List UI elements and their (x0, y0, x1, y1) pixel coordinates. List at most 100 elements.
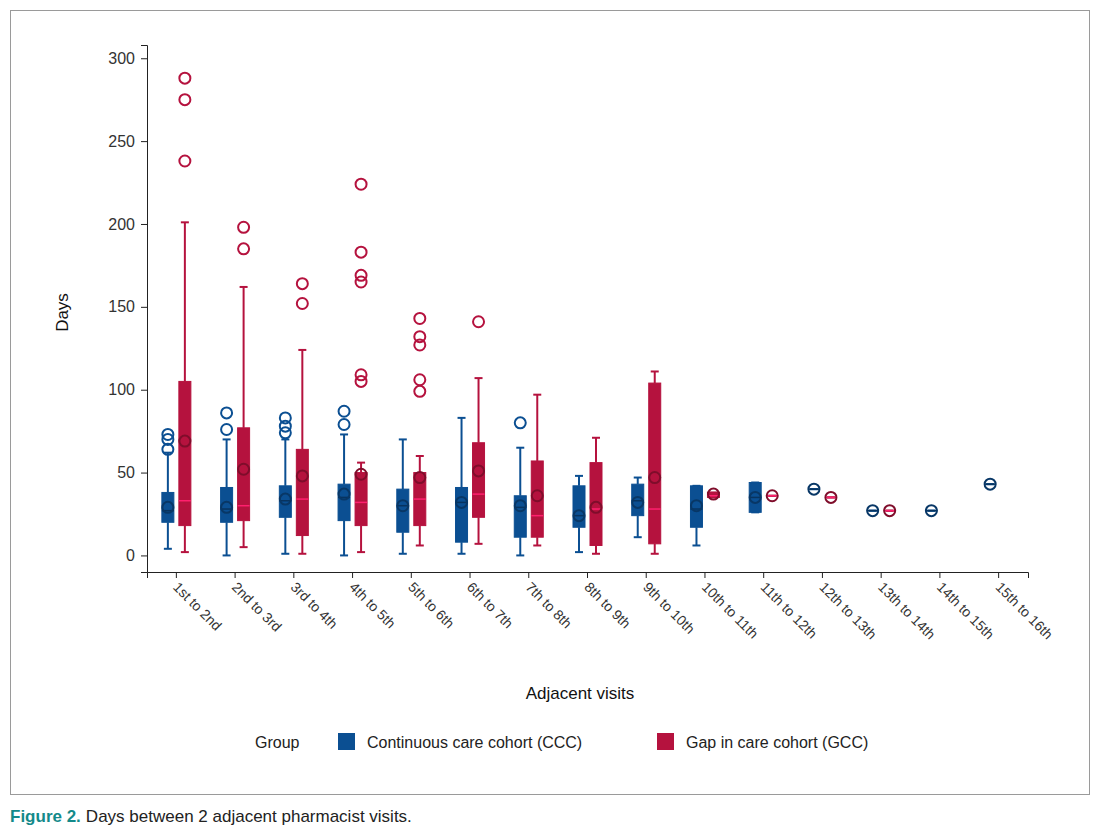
whisker-cap-low (692, 544, 700, 546)
mean (532, 490, 543, 501)
y-tick-mark (141, 555, 147, 556)
whisker-cap-high (416, 455, 424, 457)
x-tick: 3rd to 4th (288, 572, 341, 632)
box (338, 484, 350, 520)
outlier (221, 424, 232, 435)
mean (238, 464, 249, 475)
whisker-low (301, 536, 303, 554)
y-tick-label: 100 (108, 381, 135, 398)
box (296, 449, 308, 535)
box (456, 487, 468, 542)
mean (884, 505, 895, 516)
median (179, 500, 191, 502)
whisker-cap-high (592, 437, 600, 439)
y-tick: 150 (108, 298, 147, 315)
whisker-high (461, 418, 463, 488)
mean (397, 500, 408, 511)
x-tick-label: 2nd to 3rd (229, 579, 285, 635)
box (925, 510, 937, 511)
box (690, 486, 702, 527)
box (808, 489, 820, 490)
x-tick-label: 5th to 6th (405, 579, 458, 632)
whisker-cap-low (416, 544, 424, 546)
whisker-cap-low (340, 554, 348, 556)
box (867, 510, 879, 511)
whisker-low (419, 526, 421, 546)
x-tick-mark (293, 572, 294, 578)
outlier (414, 386, 425, 397)
median (749, 497, 761, 499)
whisker-cap-low (458, 553, 466, 555)
x-tick: 7th to 8th (523, 572, 576, 631)
box (514, 496, 526, 537)
x-tick-label: 11th to 12th (758, 579, 821, 642)
box (649, 383, 661, 544)
box (531, 461, 543, 537)
whisker-high (654, 371, 656, 383)
whisker-high (536, 395, 538, 461)
legend-swatch (338, 733, 355, 750)
whisker-cap-low (164, 548, 172, 550)
whisker-cap-high (533, 394, 541, 396)
outlier (414, 313, 425, 324)
mean (179, 436, 190, 447)
mean (632, 497, 643, 508)
x-tick-label: 6th to 7th (464, 579, 517, 632)
whisker-low (519, 537, 521, 555)
y-axis-line (141, 46, 148, 573)
y-tick-mark (141, 390, 147, 391)
mean (867, 505, 878, 516)
x-tick-mark (939, 572, 940, 578)
outlier (356, 247, 367, 258)
x-axis: 1st to 2nd2nd to 3rd3rd to 4th4th to 5th… (148, 572, 1057, 642)
whisker-cap-low (592, 553, 600, 555)
whisker-cap-high (399, 438, 407, 440)
whisker-high (184, 222, 186, 381)
y-tick-mark (141, 307, 147, 308)
x-tick: 2nd to 3rd (229, 572, 285, 635)
x-axis-title: Adjacent visits (526, 684, 635, 703)
outlier (339, 406, 350, 417)
x-tick-mark (587, 572, 588, 578)
box (984, 484, 996, 485)
whisker-cap-high (516, 447, 524, 449)
whisker-cap-low (281, 553, 289, 555)
median (766, 495, 778, 497)
median (884, 510, 896, 512)
x-tick-mark (704, 572, 705, 578)
outlier (356, 369, 367, 380)
whisker-cap-high (651, 370, 659, 372)
x-tick-label: 14th to 15th (934, 579, 998, 643)
box (473, 443, 485, 518)
whisker-high (519, 448, 521, 496)
outlier (297, 298, 308, 309)
legend-label: Gap in care cohort (GCC) (686, 734, 868, 751)
box (414, 473, 426, 526)
box (884, 510, 896, 511)
x-tick-label: 1st to 2nd (170, 579, 225, 634)
y-tick-label: 250 (108, 133, 135, 150)
x-tick-mark (822, 572, 823, 578)
mean (926, 505, 937, 516)
mean (162, 502, 173, 513)
outlier (515, 417, 526, 428)
whisker-cap-high (298, 349, 306, 351)
x-tick-mark (763, 572, 764, 578)
mean (280, 494, 291, 505)
x-tick: 12th to 13th (816, 572, 880, 642)
x-tick-label: 10th to 11th (699, 579, 762, 642)
y-tick-label: 50 (117, 464, 135, 481)
whisker-high (226, 439, 228, 487)
mean (515, 500, 526, 511)
x-tick-label: 3rd to 4th (288, 579, 341, 632)
whisker-cap-low (399, 553, 407, 555)
legend: GroupContinuous care cohort (CCC)Gap in … (255, 733, 868, 751)
whisker-high (284, 439, 286, 485)
outlier (221, 407, 232, 418)
whisker-high (167, 453, 169, 493)
whisker-cap-high (181, 221, 189, 223)
whisker-high (402, 439, 404, 489)
whisker-low (243, 521, 245, 548)
median (296, 498, 308, 500)
whisker-high (419, 456, 421, 473)
